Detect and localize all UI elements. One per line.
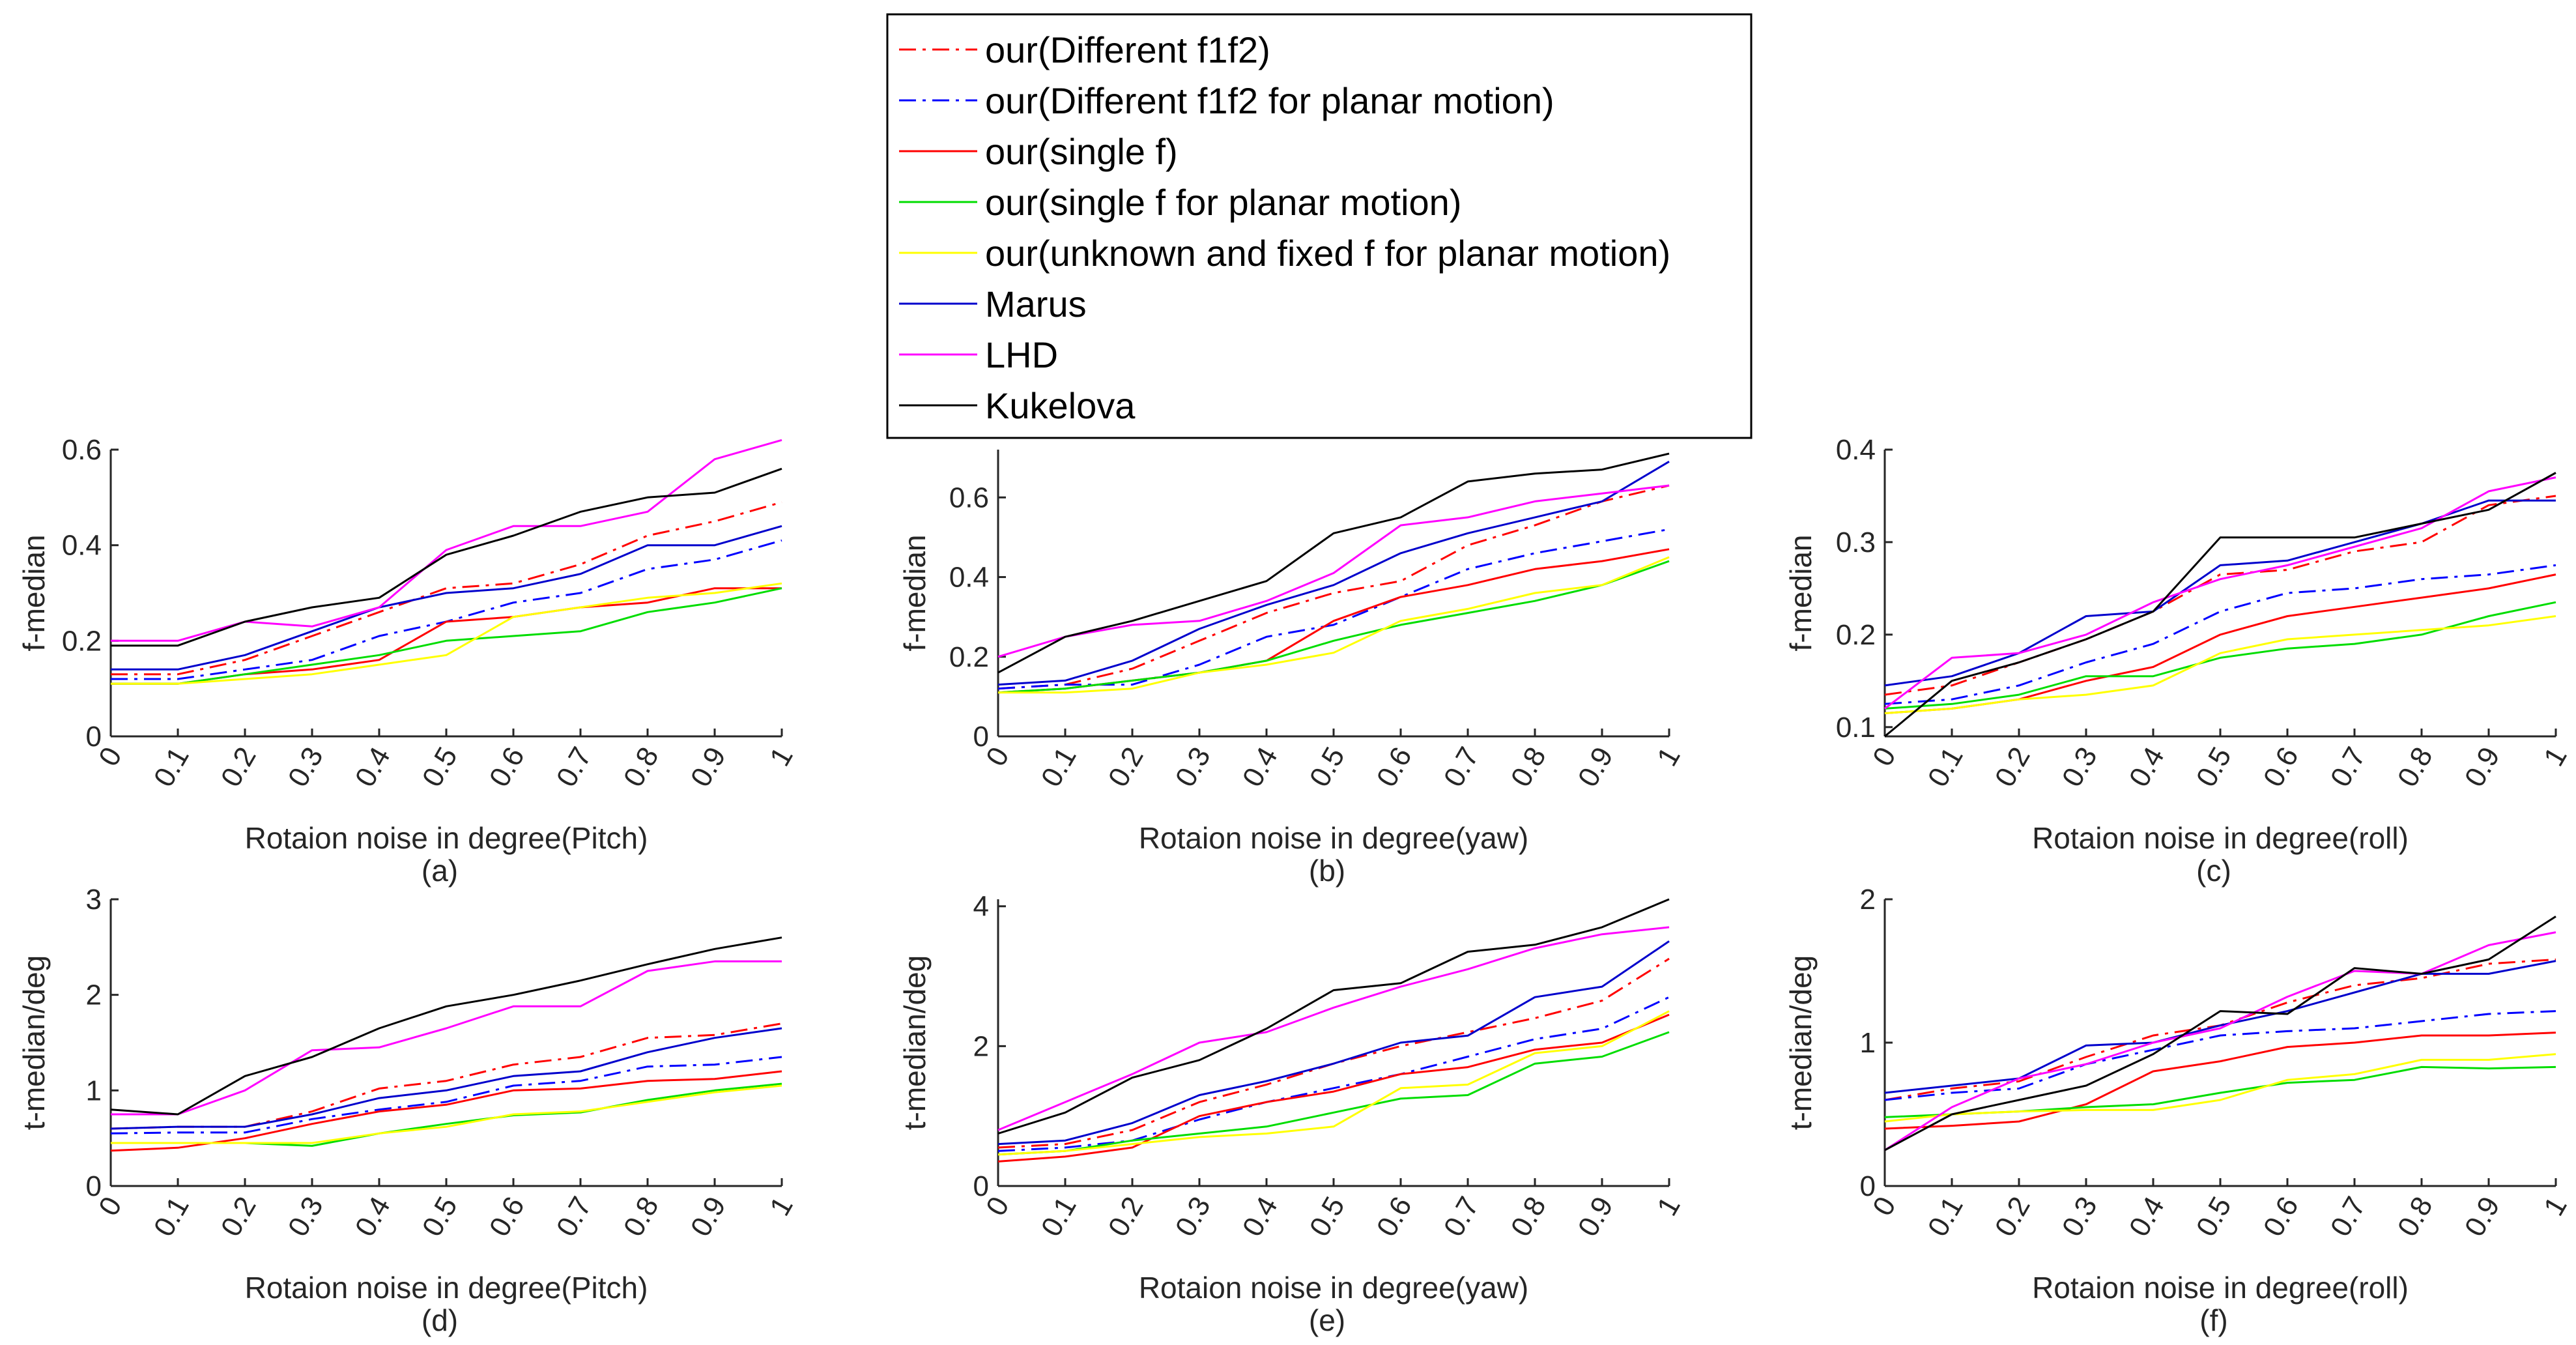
x-axis-label: Rotaion noise in degree(roll) — [2032, 1271, 2409, 1305]
legend-entry: our(single f for planar motion) — [899, 182, 1461, 223]
legend-entry: LHD — [899, 334, 1058, 375]
series-line — [1884, 1010, 2556, 1101]
legend-label: Marus — [985, 283, 1087, 325]
series-line — [111, 960, 782, 1116]
series-line — [997, 528, 1670, 690]
y-axis-label: f-median — [898, 535, 932, 652]
legend-label: our(Different f1f2 for planar motion) — [985, 80, 1554, 121]
x-axis-label: Rotaion noise in degree(roll) — [2032, 821, 2409, 855]
legend-entry: our(Different f1f2 for planar motion) — [899, 80, 1554, 121]
y-tick-label: 0.2 — [62, 625, 102, 657]
series-line — [997, 452, 1670, 674]
series-line — [1884, 1032, 2556, 1130]
series-line — [997, 898, 1670, 1135]
series-line — [1884, 615, 2556, 714]
legend-box — [886, 13, 1753, 439]
y-tick-label: 0 — [973, 1170, 989, 1202]
series-line — [1884, 472, 2556, 738]
y-tick-label: 4 — [973, 891, 989, 923]
panel-caption: (c) — [2196, 854, 2231, 888]
legend-label: our(Different f1f2) — [985, 29, 1270, 70]
y-tick-label: 0.4 — [62, 530, 102, 562]
series-line — [997, 560, 1670, 694]
y-axis-label: f-median — [1784, 535, 1818, 652]
x-axis-label: Rotaion noise in degree(Pitch) — [245, 821, 648, 855]
series-line — [111, 439, 782, 642]
x-axis-label: Rotaion noise in degree(Pitch) — [245, 1271, 648, 1305]
y-tick-label: 0 — [86, 1170, 102, 1202]
y-tick-label: 0.6 — [62, 434, 102, 466]
y-tick-label: 3 — [86, 884, 102, 916]
series-line — [111, 582, 782, 685]
series-line — [997, 484, 1670, 690]
series-line — [998, 556, 1670, 694]
y-tick-label: 2 — [973, 1030, 989, 1062]
x-axis-label: Rotaion noise in degree(yaw) — [1139, 1271, 1528, 1305]
y-tick-label: 1 — [86, 1075, 102, 1106]
y-axis-label: f-median — [17, 535, 51, 652]
series-line — [110, 1056, 782, 1135]
series-line — [1884, 495, 2556, 696]
legend-label: LHD — [985, 334, 1058, 375]
y-tick-label: 0.4 — [1836, 434, 1876, 466]
panel-caption: (b) — [1309, 854, 1345, 888]
series-line — [1884, 931, 2556, 1151]
series-line — [997, 996, 1670, 1152]
panel-caption: (d) — [422, 1303, 458, 1337]
legend-label: our(single f for planar motion) — [985, 182, 1461, 223]
series-line — [997, 484, 1670, 658]
series-line — [997, 940, 1670, 1146]
y-tick-label: 0.4 — [949, 562, 989, 594]
series-line — [110, 1070, 782, 1152]
y-tick-label: 0 — [973, 721, 989, 753]
legend-entry: our(Different f1f2) — [899, 29, 1270, 70]
series-line — [110, 1027, 782, 1130]
panel-caption: (a) — [422, 854, 458, 888]
series-line — [110, 936, 782, 1116]
panel-caption: (f) — [2199, 1303, 2227, 1337]
series-line — [997, 461, 1670, 686]
y-axis-label: t-median/deg — [898, 955, 932, 1131]
y-axis-label: t-median/deg — [17, 955, 51, 1131]
series-line — [111, 501, 782, 676]
y-tick-label: 0.3 — [1836, 527, 1876, 558]
series-line — [1884, 1053, 2556, 1123]
legend-entry: Kukelova — [899, 385, 1136, 426]
y-tick-label: 0 — [1860, 1170, 1876, 1202]
legend-label: our(single f) — [985, 131, 1178, 172]
panel-caption: (e) — [1309, 1303, 1345, 1337]
y-axis-label: t-median/deg — [1784, 955, 1818, 1131]
y-tick-label: 0.2 — [1836, 619, 1876, 651]
y-tick-label: 0.1 — [1836, 712, 1876, 744]
series-line — [1884, 960, 2556, 1094]
series-line — [1884, 476, 2556, 710]
legend-entry: our(unknown and fixed f for planar motio… — [899, 233, 1670, 274]
y-tick-label: 1 — [1860, 1027, 1876, 1059]
series-line — [997, 926, 1670, 1131]
y-tick-label: 2 — [1860, 884, 1876, 916]
y-tick-label: 0 — [86, 721, 102, 753]
legend-entry: Marus — [899, 283, 1087, 325]
y-tick-label: 2 — [86, 979, 102, 1011]
series-line — [1884, 564, 2556, 705]
legend: our(Different f1f2) our(Different f1f2 f… — [886, 13, 1753, 439]
series-line — [111, 467, 782, 647]
series-line — [111, 525, 782, 671]
series-line — [997, 1010, 1670, 1156]
x-axis-label: Rotaion noise in degree(yaw) — [1139, 821, 1528, 855]
series-line — [997, 1013, 1670, 1163]
y-tick-label: 0.6 — [949, 482, 989, 513]
series-line — [1884, 916, 2556, 1151]
legend-entry: our(single f) — [899, 131, 1178, 172]
legend-label: our(unknown and fixed f for planar motio… — [985, 233, 1670, 274]
y-tick-label: 0.2 — [949, 641, 989, 673]
series-line — [111, 587, 782, 685]
series-line — [997, 1031, 1670, 1156]
legend-label: Kukelova — [985, 385, 1136, 426]
series-line — [111, 1084, 782, 1144]
